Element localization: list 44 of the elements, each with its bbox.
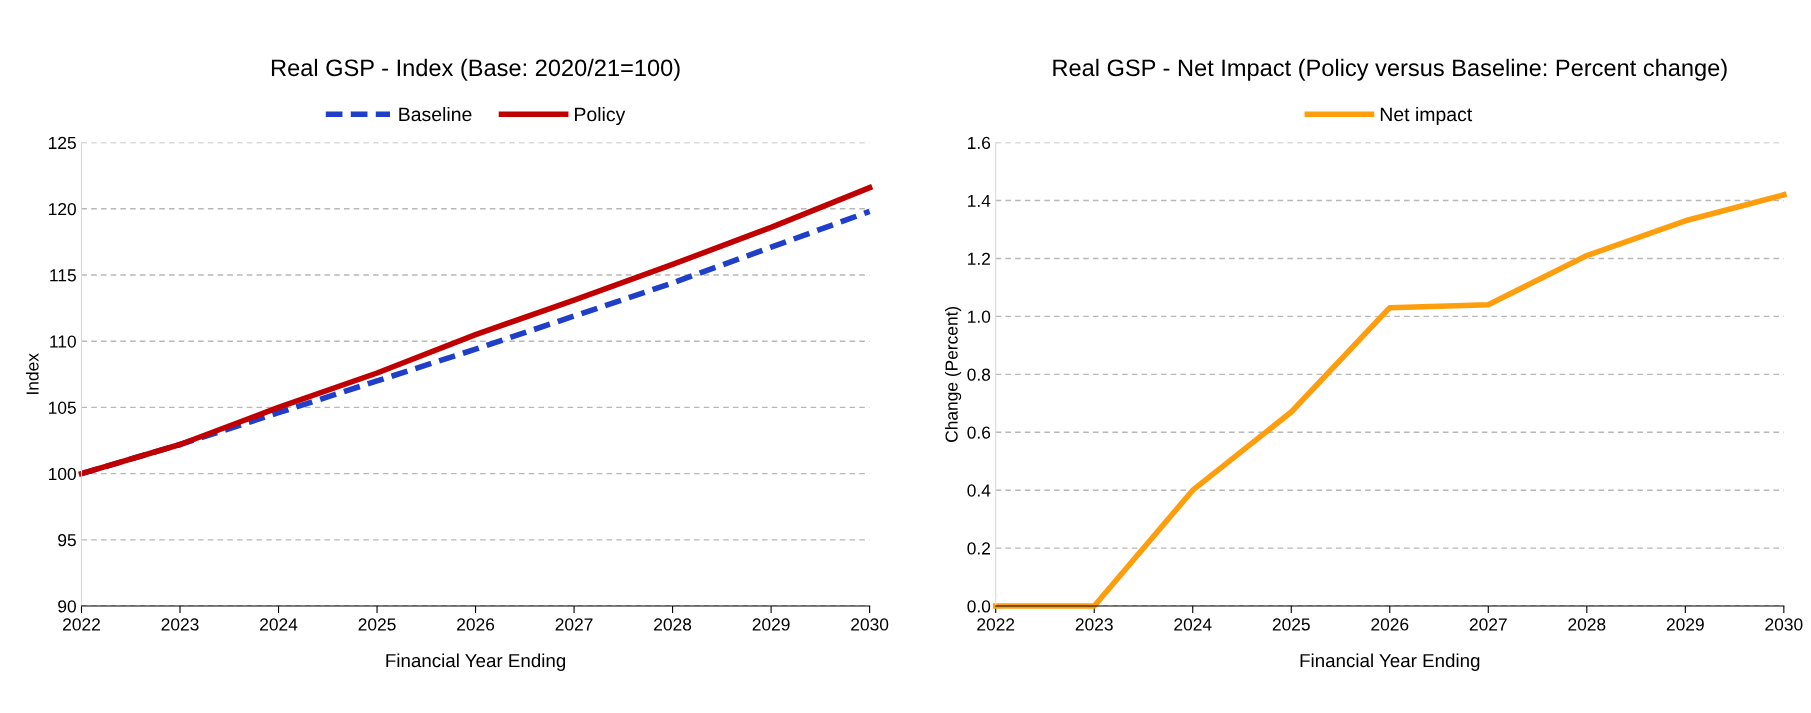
x-tick-label: 2028 [654, 618, 692, 631]
x-tick-label: 2026 [1371, 618, 1409, 631]
x-tick-label: 2028 [1568, 618, 1606, 631]
y-tick-label: 0.2 [967, 542, 990, 555]
x-tick-label: 2027 [555, 618, 593, 631]
y-axis-title: Index [25, 353, 39, 394]
y-tick-label: 125 [48, 136, 76, 150]
x-tick-label: 2027 [1469, 618, 1507, 631]
x-tick-label: 2025 [1272, 618, 1310, 631]
x-tick-label: 2030 [851, 618, 889, 631]
x-tick-label: 2026 [457, 618, 495, 631]
x-tick-label: 2022 [63, 618, 100, 631]
y-axis-title: Change (Percent) [944, 306, 962, 442]
y-tick-label: 105 [48, 401, 76, 414]
y-tick-label: 1.4 [968, 194, 991, 207]
x-tick-label: 2022 [977, 618, 1015, 631]
y-tick-label: 1.6 [968, 136, 991, 150]
y-tick-label: 0.8 [967, 368, 991, 381]
x-tick-label: 2025 [358, 618, 396, 631]
y-tick-label: 90 [58, 600, 76, 613]
y-tick-label: 120 [48, 202, 76, 216]
x-tick-label: 2023 [1075, 618, 1113, 631]
legend-label: Net impact [1380, 106, 1473, 126]
x-axis-title: Financial Year Ending [1300, 653, 1480, 671]
y-tick-label: 95 [58, 534, 76, 547]
y-tick-label: 115 [50, 269, 76, 282]
x-tick-label: 2030 [1765, 618, 1803, 631]
x-tick-label: 2029 [1666, 618, 1704, 631]
y-tick-label: 100 [48, 467, 76, 481]
legend-label: Baseline [399, 106, 472, 122]
x-tick-label: 2024 [1174, 618, 1212, 631]
y-tick-label: 0.0 [967, 600, 991, 613]
y-tick-label: 0.6 [967, 426, 991, 439]
x-axis-title: Financial Year Ending [386, 653, 566, 671]
chart-title: Real GSP - Index (Base: 2020/21=100) [271, 58, 680, 81]
y-tick-label: 1.0 [968, 310, 991, 323]
y-tick-label: 110 [50, 335, 76, 348]
x-tick-label: 2024 [260, 618, 298, 631]
x-tick-label: 2029 [752, 618, 790, 631]
y-tick-label: 0.4 [967, 484, 991, 497]
legend-label: Policy [575, 106, 626, 126]
chart-title: Real GSP - Net Impact (Policy versus Baseline: Percent change) [1053, 58, 1727, 81]
x-tick-label: 2023 [161, 618, 199, 631]
y-tick-label: 1.2 [968, 252, 990, 265]
